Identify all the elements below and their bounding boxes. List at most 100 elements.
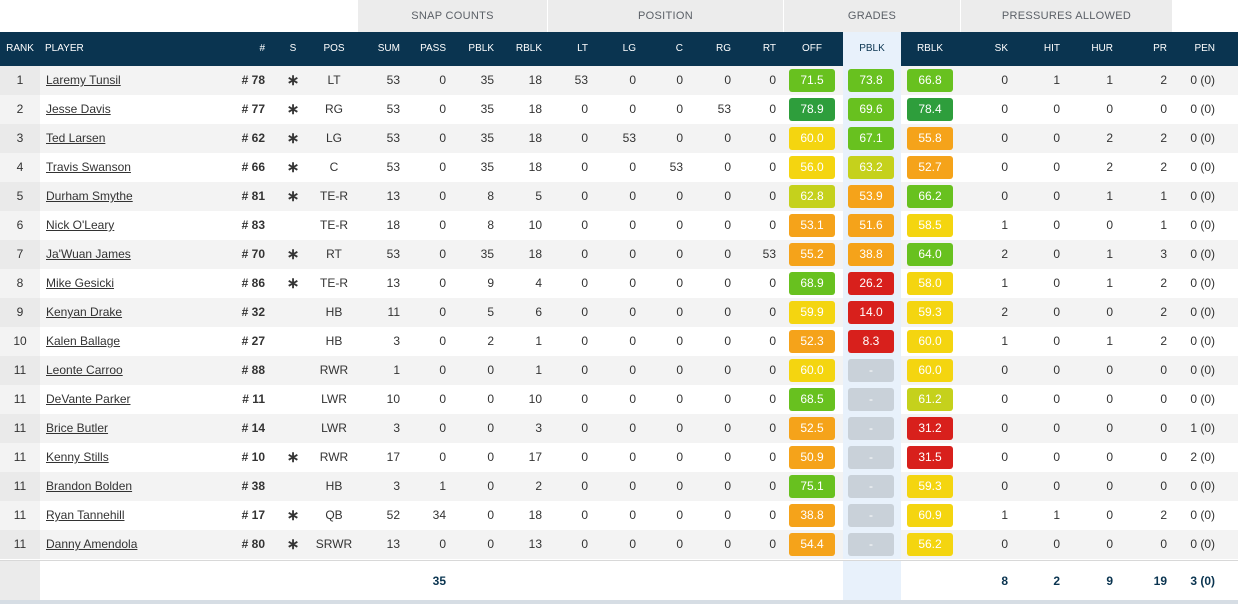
hur-cell: 1 [1106, 276, 1113, 290]
rg-cell: 0 [724, 508, 731, 522]
pblk-cell: 9 [487, 276, 494, 290]
table-row[interactable]: 1 Laremy Tunsil # 78 ∗ LT 53 0 35 18 53 0 0 0 0 71.5 73… [0, 66, 1238, 95]
player-name-link[interactable]: Laremy Tunsil [46, 73, 121, 87]
rank-cell-bg [0, 414, 40, 443]
header-pr[interactable]: PR [1153, 43, 1167, 54]
num-cell: # 77 [241, 102, 265, 116]
header-rblk[interactable]: RBLK [515, 43, 542, 54]
player-name-link[interactable]: Kenyan Drake [46, 305, 123, 319]
lg-cell: 0 [629, 102, 636, 116]
pen-cell: 0 (0) [1190, 479, 1215, 493]
header-hur[interactable]: HUR [1091, 43, 1113, 54]
table-row[interactable]: 4 Travis Swanson # 66 ∗ C 53 0 35 18 0 0 53 0 0 56.0 63… [0, 153, 1238, 182]
rt-cell: 0 [769, 537, 776, 551]
num-cell: # 14 [241, 421, 265, 435]
header-hit[interactable]: HIT [1043, 43, 1060, 54]
sk-cell: 0 [1001, 537, 1008, 551]
table-row[interactable]: 11 Kenny Stills # 10 ∗ RWR 17 0 0 17 0 0 0 0 0 50.9-31… [0, 443, 1238, 472]
header-grade-pblk[interactable]: PBLK [843, 32, 901, 66]
table-row[interactable]: 11 Brandon Bolden # 38 HB 3 1 0 2 0 0 0 0 0 75.1-59.3… [0, 472, 1238, 501]
header-grade-off[interactable]: OFF [802, 43, 822, 54]
player-name-link[interactable]: Leonte Carroo [46, 363, 123, 377]
rblk-cell: 18 [528, 160, 542, 174]
table-row[interactable]: 7 Ja'Wuan James # 70 ∗ RT 53 0 35 18 0 0 0 0 53 55.2 38… [0, 240, 1238, 269]
rg-cell: 0 [724, 247, 731, 261]
sum-cell: 10 [386, 392, 400, 406]
player-name-link[interactable]: Kalen Ballage [46, 334, 121, 348]
grade-off-badge: 59.9 [789, 301, 835, 324]
table-row[interactable]: 11 Brice Butler # 14 LWR 3 0 0 3 0 0 0 0 0 52.5-31.2 0… [0, 414, 1238, 443]
lg-cell: 53 [622, 131, 636, 145]
pr-cell: 0 [1160, 537, 1167, 551]
header-starter[interactable]: S [289, 43, 297, 54]
header-sum[interactable]: SUM [377, 43, 400, 54]
table-row[interactable]: 5 Durham Smythe # 81 ∗ TE-R 13 0 8 5 0 0 0 0 0 62.8 53.… [0, 182, 1238, 211]
pass-cell: 0 [439, 218, 446, 232]
header-rank[interactable]: RANK [6, 43, 34, 54]
header-sk[interactable]: SK [994, 43, 1008, 54]
table-row[interactable]: 11 DeVante Parker # 11 LWR 10 0 0 10 0 0 0 0 0 68.5-6… [0, 385, 1238, 414]
hur-cell: 0 [1106, 537, 1113, 551]
table-bottom-border [0, 600, 1238, 604]
lt-cell: 0 [581, 160, 588, 174]
header-rt[interactable]: RT [762, 43, 776, 54]
player-name-link[interactable]: Ryan Tannehill [46, 508, 125, 522]
player-name-link[interactable]: Durham Smythe [46, 189, 133, 203]
header-rg[interactable]: RG [716, 43, 731, 54]
player-name-link[interactable]: Ted Larsen [46, 131, 106, 145]
header-lt[interactable]: LT [577, 43, 588, 54]
player-name-link[interactable]: Travis Swanson [46, 160, 131, 174]
grade-rblkg-badge: 78.4 [907, 98, 953, 121]
table-row[interactable]: 6 Nick O'Leary # 83 TE-R 18 0 8 10 0 0 0 0 0 53.1 51.6… [0, 211, 1238, 240]
header-grade-rblk[interactable]: RBLK [916, 43, 944, 54]
table-row[interactable]: 9 Kenyan Drake # 32 HB 11 0 5 6 0 0 0 0 0 59.9 14.0 59.… [0, 298, 1238, 327]
table-row[interactable]: 3 Ted Larsen # 62 ∗ LG 53 0 35 18 0 53 0 0 0 60.0 67.1 5… [0, 124, 1238, 153]
table-row[interactable]: 2 Jesse Davis # 77 ∗ RG 53 0 35 18 0 0 0 53 0 78.9 69.6… [0, 95, 1238, 124]
grade-pblkg-badge: 38.8 [848, 243, 894, 266]
starter-asterisk-icon [283, 472, 303, 501]
player-name-link[interactable]: DeVante Parker [46, 392, 131, 406]
rblk-cell: 10 [528, 392, 542, 406]
player-name-link[interactable]: Danny Amendola [46, 537, 138, 551]
sk-cell: 0 [1001, 421, 1008, 435]
pblk-cell: 2 [487, 334, 494, 348]
starter-mark: ∗ [286, 246, 300, 263]
sk-cell: 1 [1001, 218, 1008, 232]
table-row[interactable]: 11 Ryan Tannehill # 17 ∗ QB 52 34 0 18 0 0 0 0 0 38.8-… [0, 501, 1238, 530]
player-name-link[interactable]: Nick O'Leary [46, 218, 115, 232]
header-c[interactable]: C [675, 43, 683, 54]
rank-cell: 7 [16, 247, 24, 261]
hit-cell: 0 [1053, 537, 1060, 551]
player-cell: Ted Larsen [46, 124, 216, 153]
rt-cell: 0 [769, 131, 776, 145]
grade-pblkg-badge: - [848, 359, 894, 382]
grade-pblkg-badge: 67.1 [848, 127, 894, 150]
rt-cell: 0 [769, 363, 776, 377]
table-row[interactable]: 11 Leonte Carroo # 88 RWR 1 0 0 1 0 0 0 0 0 60.0-60.0… [0, 356, 1238, 385]
header-pass[interactable]: PASS [420, 43, 446, 54]
header-pen[interactable]: PEN [1194, 43, 1215, 54]
table-row[interactable]: 8 Mike Gesicki # 86 ∗ TE-R 13 0 9 4 0 0 0 0 0 68.9 26.2… [0, 269, 1238, 298]
rank-cell-bg [0, 327, 40, 356]
header-number[interactable]: # [259, 43, 265, 54]
sum-cell: 13 [386, 537, 400, 551]
player-name-link[interactable]: Kenny Stills [46, 450, 109, 464]
starter-asterisk-icon [283, 385, 303, 414]
rank-cell: 9 [16, 305, 24, 319]
lg-cell: 0 [629, 247, 636, 261]
player-name-link[interactable]: Brice Butler [46, 421, 109, 435]
header-player[interactable]: PLAYER [45, 43, 84, 54]
header-lg[interactable]: LG [622, 43, 636, 54]
player-name-link[interactable]: Mike Gesicki [46, 276, 115, 290]
player-cell: Nick O'Leary [46, 211, 216, 240]
player-name-link[interactable]: Jesse Davis [46, 102, 111, 116]
player-name-link[interactable]: Ja'Wuan James [46, 247, 131, 261]
sum-cell: 52 [386, 508, 400, 522]
total-pass: 35 [432, 574, 446, 588]
grade-rblkg-badge: 59.3 [907, 475, 953, 498]
player-name-link[interactable]: Brandon Bolden [46, 479, 133, 493]
header-position[interactable]: POS [323, 43, 345, 54]
header-pblk[interactable]: PBLK [468, 43, 494, 54]
table-row[interactable]: 10 Kalen Ballage # 27 HB 3 0 2 1 0 0 0 0 0 52.3 8.3 60.… [0, 327, 1238, 356]
table-row[interactable]: 11 Danny Amendola # 80 ∗ SRWR 13 0 0 13 0 0 0 0 0 54.4… [0, 530, 1238, 559]
